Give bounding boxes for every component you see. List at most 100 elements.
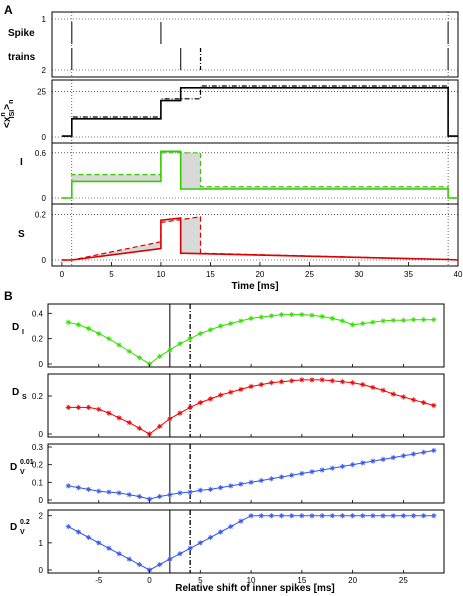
B-ytick-label-DV02: 2 [39,512,44,521]
B-marker-stroke [198,488,203,493]
B-marker-stroke [309,377,315,382]
B-marker-DV02 [177,551,183,557]
B-marker-DS [258,382,264,388]
B-marker-DS [157,423,163,429]
svg-text:D: D [12,322,19,333]
B-marker-DV001 [126,492,132,498]
B-marker-DV001 [258,477,264,484]
svg-text:D: D [10,462,17,473]
B-marker-DV02 [207,534,214,541]
B-marker-stroke [370,320,376,325]
B-marker-stroke [86,405,91,410]
panel-letter-b: B [4,289,13,303]
B-marker-stroke [208,396,213,401]
B-marker-DI [339,318,346,324]
B-marker-stroke [238,519,244,524]
B-marker-DI [157,353,163,359]
B-marker-stroke [127,349,132,354]
B-marker-stroke [259,478,264,483]
B-marker-stroke [299,471,304,476]
B-marker-DI [136,355,142,361]
B-marker-DV02 [65,523,71,530]
B-marker-stroke [208,535,213,540]
B-marker-stroke [299,377,304,382]
B-marker-stroke [330,513,335,518]
B-marker-stroke [391,318,396,323]
B-marker-DV02 [116,551,122,557]
B-marker-DI [207,327,214,333]
B-marker-DS [390,391,396,397]
B-marker-DI [197,331,203,337]
B-marker-DV02 [167,556,173,562]
B-marker-stroke [380,318,386,324]
B-axes-frame-DV001 [47,443,445,504]
B-marker-DV02 [136,561,142,568]
B-marker-stroke [391,391,396,397]
B-marker-DI [218,323,224,329]
B-marker-stroke [188,336,193,341]
A-ytick-I: 0.6 [35,149,47,158]
B-marker-DI [350,322,356,328]
B-marker-stroke [401,394,406,400]
B-marker-stroke [248,384,254,389]
B-marker-DV001 [390,455,396,461]
B-marker-DI [360,320,366,327]
S-ylabel: S [18,229,25,240]
B-marker-stroke [106,410,112,416]
B-marker-stroke [66,483,71,488]
B-marker-DS [299,377,305,383]
B-marker-DI [380,318,386,324]
B-marker-stroke [208,327,213,332]
B-marker-DI [86,325,92,332]
B-marker-DV02 [238,518,244,524]
B-marker-DS [207,396,214,402]
B-marker-stroke [340,318,345,324]
B-marker-stroke [248,480,254,485]
B-marker-stroke [411,513,416,518]
svg-text:D: D [12,387,19,398]
B-marker-stroke [391,455,396,460]
B-marker-DS [329,378,335,384]
B-marker-stroke [431,317,436,322]
B-marker-DS [380,387,386,393]
B-marker-stroke [330,378,335,383]
B-marker-DS [370,384,376,391]
B-xtick-label: 20 [348,576,357,585]
B-marker-DI [319,313,325,320]
B-marker-DS [289,378,295,384]
B-xtick-label: 25 [399,576,408,585]
B-marker-stroke [198,400,203,405]
B-marker-stroke [360,382,365,387]
B-marker-stroke [76,485,81,490]
B-marker-stroke [380,513,386,518]
B-marker-stroke [330,316,335,321]
B-marker-DV001 [248,479,254,485]
B-marker-stroke [289,513,294,518]
A-xtick-label: 20 [255,270,264,279]
isi-ylabel-text: <xn ISI>n [0,100,16,128]
B-marker-stroke [167,492,172,497]
B-marker-DV001 [421,449,427,455]
B-marker-stroke [350,513,355,518]
A-xtick-label: 15 [206,270,215,279]
B-marker-DV001 [289,472,295,478]
B-marker-DS [278,379,285,385]
B-marker-DV001 [177,490,183,496]
B-marker-DS [136,425,142,431]
B-marker-stroke [421,317,426,322]
B-marker-stroke [320,513,325,518]
B-marker-DS [228,389,234,395]
B-marker-DV02 [126,556,132,562]
B-marker-DI [309,312,315,318]
B-marker-DV02 [96,540,102,546]
B-marker-DV001 [218,485,224,491]
B-marker-stroke [198,540,203,545]
B-marker-stroke [279,312,284,317]
B-marker-stroke [299,513,304,518]
B-marker-DS [360,382,366,388]
A-ytick-S: 0.2 [35,211,47,220]
B-series-line-DV001 [68,450,434,500]
A-series-isi-solid [61,87,458,137]
B-marker-stroke [96,407,101,412]
